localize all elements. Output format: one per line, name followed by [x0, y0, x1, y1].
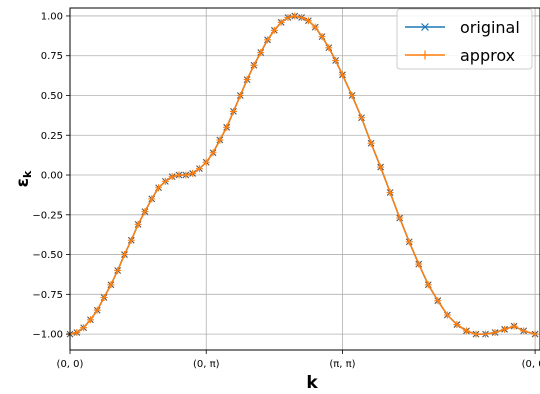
series-approx-point [277, 18, 285, 26]
legend-entry-approx: approx [405, 46, 515, 65]
series-approx-point [148, 195, 156, 203]
y-tick-label: 0.75 [41, 51, 63, 62]
series-approx-point [396, 214, 404, 222]
series-approx-point [73, 329, 81, 337]
y-tick-label: −0.75 [32, 290, 63, 301]
series-approx-point [284, 14, 292, 22]
series-approx-point [318, 33, 326, 41]
y-tick-label: −0.50 [32, 250, 63, 261]
series-approx-point [107, 281, 115, 289]
series-approx-point [270, 26, 278, 34]
x-axis-title: k [306, 373, 318, 393]
legend-entry-original: original [405, 18, 520, 37]
series-approx-point [141, 208, 149, 216]
series-approx-point [405, 238, 413, 246]
series-approx-point [520, 327, 528, 335]
y-axis-title-main: ε [13, 178, 33, 187]
series-approx-point [358, 114, 366, 122]
series-approx-point [298, 14, 306, 22]
series-approx-point [216, 136, 224, 144]
series-approx-point [291, 12, 299, 20]
series-approx-point [236, 91, 244, 99]
series-approx-point [332, 56, 340, 64]
series-approx-point [120, 251, 128, 259]
series-approx-point [311, 23, 319, 31]
y-axis-title: εk [13, 170, 34, 187]
y-axis-title-sub: k [21, 170, 34, 178]
series-approx-point [93, 306, 101, 314]
ticks: −1.00 −0.75 −0.50 −0.25 0.00 0.25 0.50 0.75 1.00… [32, 11, 540, 370]
series-approx-point [100, 294, 108, 302]
y-tick-label: −0.25 [32, 210, 63, 221]
series-approx-point [168, 173, 176, 181]
x-tick-label: (π, π) [329, 359, 355, 370]
series-approx-point [501, 325, 509, 333]
series-approx-point [443, 311, 451, 319]
series-approx-point [348, 91, 356, 99]
series-approx-point [482, 330, 490, 338]
series-approx-point [250, 61, 258, 69]
y-tick-label: −1.00 [32, 330, 63, 341]
series-approx-point [195, 165, 203, 173]
series-approx-point [127, 236, 135, 244]
series-approx-point [86, 316, 94, 324]
series-approx-point [229, 107, 237, 115]
series-approx-point [161, 177, 169, 185]
series-approx-point [491, 329, 499, 337]
series-approx-point [462, 327, 470, 335]
series-approx-point [453, 321, 461, 329]
series-approx-point [415, 260, 423, 268]
series-approx-point [338, 71, 346, 79]
grid [69, 8, 540, 350]
series-approx-point [223, 123, 231, 131]
legend-marker-x [421, 23, 429, 31]
series-approx-point [367, 139, 375, 147]
series-approx-point [80, 324, 88, 332]
legend-label-approx: approx [460, 46, 515, 65]
series-approx-point [202, 158, 210, 166]
legend-label-original: original [460, 18, 520, 37]
svg-text:εk: εk [13, 170, 34, 187]
series-approx-point [531, 330, 539, 338]
series-approx-point [155, 184, 163, 192]
series-approx-point [182, 171, 190, 179]
y-tick-label: 0.25 [41, 131, 63, 142]
series-approx-point [134, 220, 142, 228]
series-approx-point [325, 44, 333, 52]
series-approx-point [257, 49, 265, 57]
series-approx-point [304, 17, 312, 25]
series-approx-point [377, 163, 385, 171]
series-approx-point [386, 189, 394, 197]
series-approx-point [472, 330, 480, 338]
y-tick-label: 0.50 [41, 91, 63, 102]
series-approx-point [114, 266, 122, 274]
series-approx-point [510, 322, 518, 330]
y-tick-label: 1.00 [41, 11, 63, 22]
series-approx-point [189, 169, 197, 177]
x-tick-label: (0, 0) [57, 359, 84, 370]
x-tick-label: (0, 0) [522, 359, 540, 370]
legend-box [396, 8, 533, 70]
legend: original approx [396, 8, 533, 70]
legend-marker-plus [420, 50, 430, 60]
series-approx-point [209, 149, 217, 157]
y-tick-label: 0.00 [41, 171, 63, 182]
series-approx-point [264, 36, 272, 44]
plot-frame [69, 7, 540, 351]
series-approx-point [243, 76, 251, 84]
series-approx-point [434, 297, 442, 305]
series-approx-point [175, 171, 183, 179]
series-approx-point [424, 281, 432, 289]
x-tick-label: (0, π) [193, 359, 220, 370]
